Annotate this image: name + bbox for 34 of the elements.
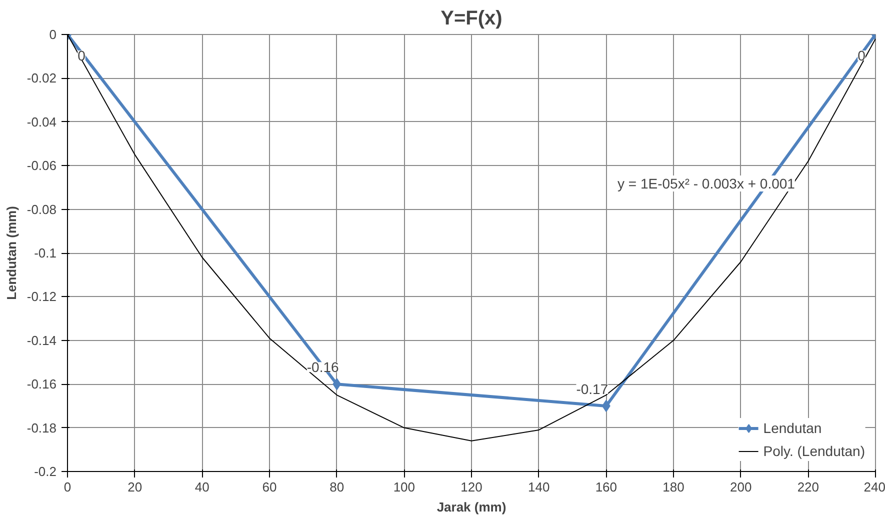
data-label: 0 [858, 48, 866, 64]
y-tick-label: -0.08 [26, 202, 57, 217]
y-tick-label: -0.14 [26, 332, 57, 348]
y-tick-label: -0.06 [26, 158, 57, 174]
y-tick-label: -0.12 [26, 289, 57, 304]
x-tick-label: 80 [330, 480, 344, 494]
y-axis-title: Lendutan (mm) [4, 206, 19, 300]
y-tick-label: -0.2 [34, 464, 57, 479]
x-axis-title: Jarak (mm) [436, 500, 506, 514]
legend-label: Poly. (Lendutan) [763, 443, 865, 459]
x-tick-label: 140 [528, 480, 550, 494]
annotation: y = 1E-05x² - 0.003x + 0.001 [618, 176, 796, 192]
chart-title: Y=F(x) [440, 8, 502, 30]
data-label: 0 [78, 48, 86, 64]
x-tick-label: 100 [393, 480, 416, 494]
legend-label: Lendutan [763, 420, 822, 436]
data-label: -0.17 [576, 380, 608, 397]
data-label: -0.16 [306, 359, 339, 376]
y-tick-label: -0.18 [26, 420, 57, 436]
x-tick-label: 220 [797, 480, 820, 494]
x-tick-label: 240 [864, 480, 885, 494]
y-tick-label: -0.16 [26, 376, 57, 392]
y-tick-label: -0.1 [34, 246, 57, 260]
y-tick-label: -0.02 [26, 70, 57, 86]
y-tick-label: -0.04 [26, 114, 57, 130]
x-tick-label: 0 [64, 480, 72, 494]
x-tick-label: 20 [128, 480, 142, 494]
x-tick-label: 120 [460, 480, 482, 494]
x-tick-label: 40 [194, 480, 210, 494]
y-tick-label: 0 [49, 27, 57, 42]
x-tick-label: 60 [262, 480, 277, 494]
x-tick-label: 180 [662, 480, 684, 494]
x-tick-label: 200 [730, 480, 752, 494]
x-tick-label: 160 [595, 480, 618, 494]
